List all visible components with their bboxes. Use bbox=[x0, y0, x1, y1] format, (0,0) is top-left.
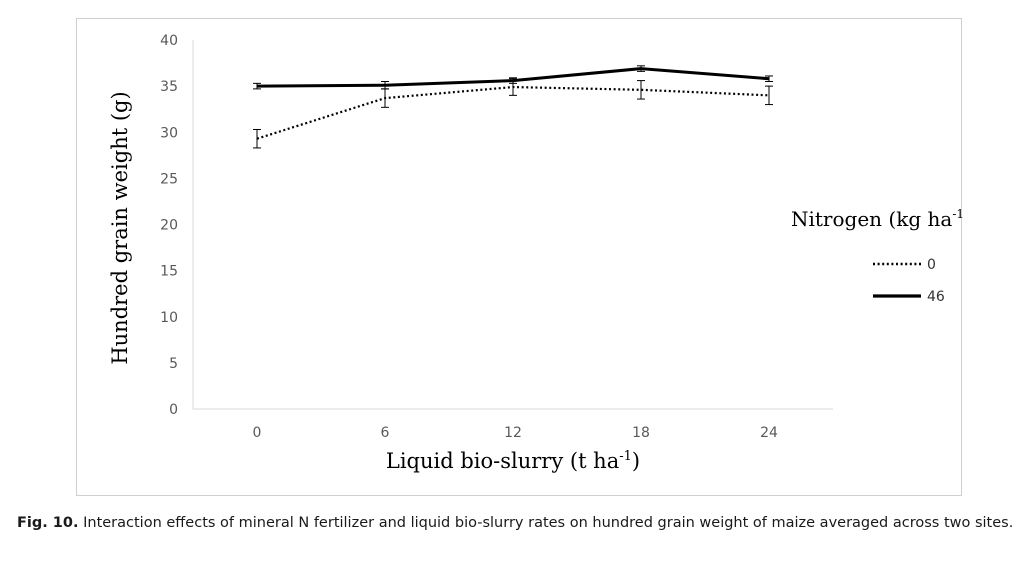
x-tick-label: 0 bbox=[253, 425, 262, 441]
y-tick-label: 15 bbox=[160, 264, 178, 280]
legend-label: 0 bbox=[927, 257, 936, 273]
legend-title: Nitrogen (kg ha-1) bbox=[791, 207, 963, 231]
legend-title-main: Nitrogen (kg ha bbox=[791, 207, 952, 231]
error-bar bbox=[509, 77, 517, 84]
y-tick-label: 10 bbox=[160, 310, 178, 326]
series-46 bbox=[253, 65, 773, 90]
x-tick-label: 12 bbox=[504, 425, 522, 441]
legend-item: 0 bbox=[873, 257, 936, 273]
y-tick-label: 25 bbox=[160, 171, 178, 187]
x-axis-title-sup: -1 bbox=[619, 449, 632, 464]
error-bar bbox=[253, 128, 261, 149]
x-tick-label: 18 bbox=[632, 425, 650, 441]
series-0 bbox=[253, 78, 773, 149]
y-tick-label: 5 bbox=[169, 356, 178, 372]
caption-text: Interaction effects of mineral N fertili… bbox=[78, 515, 1014, 531]
x-axis-title-end: ) bbox=[632, 449, 640, 473]
error-bar bbox=[253, 82, 261, 90]
y-axis-title: Hundred grain weight (g) bbox=[108, 91, 132, 364]
axes-layer bbox=[192, 40, 833, 410]
figure-caption: Fig. 10. Interaction effects of mineral … bbox=[17, 508, 1031, 538]
legend: 0 46 bbox=[873, 257, 945, 305]
y-tick-label: 0 bbox=[169, 402, 178, 418]
error-bar bbox=[637, 80, 645, 100]
ticks-layer: 0 5 10 15 20 25 30 35 40 0 6 12 18 24 bbox=[160, 33, 778, 441]
x-tick-label: 24 bbox=[760, 425, 778, 441]
y-tick-label: 35 bbox=[160, 79, 178, 95]
y-tick-label: 20 bbox=[160, 218, 178, 234]
error-bar bbox=[765, 85, 773, 106]
error-bar bbox=[765, 75, 773, 83]
caption-label: Fig. 10. bbox=[17, 515, 79, 531]
x-axis-title-main: Liquid bio-slurry (t ha bbox=[386, 449, 619, 473]
error-bar bbox=[381, 88, 389, 108]
legend-label: 46 bbox=[927, 289, 945, 305]
legend-title-sup: -1 bbox=[952, 207, 963, 221]
x-tick-label: 6 bbox=[381, 425, 390, 441]
x-axis-title: Liquid bio-slurry (t ha-1) bbox=[386, 449, 640, 473]
chart-frame: 0 5 10 15 20 25 30 35 40 0 6 12 18 24 Hundred grain w… bbox=[76, 18, 963, 496]
error-bar bbox=[381, 81, 389, 90]
y-tick-label: 30 bbox=[160, 125, 178, 141]
series-layer bbox=[253, 65, 773, 149]
legend-item: 46 bbox=[873, 289, 945, 305]
error-bar bbox=[637, 65, 645, 72]
y-tick-label: 40 bbox=[160, 33, 178, 49]
chart-svg: 0 5 10 15 20 25 30 35 40 0 6 12 18 24 Hundred grain w… bbox=[108, 33, 963, 473]
